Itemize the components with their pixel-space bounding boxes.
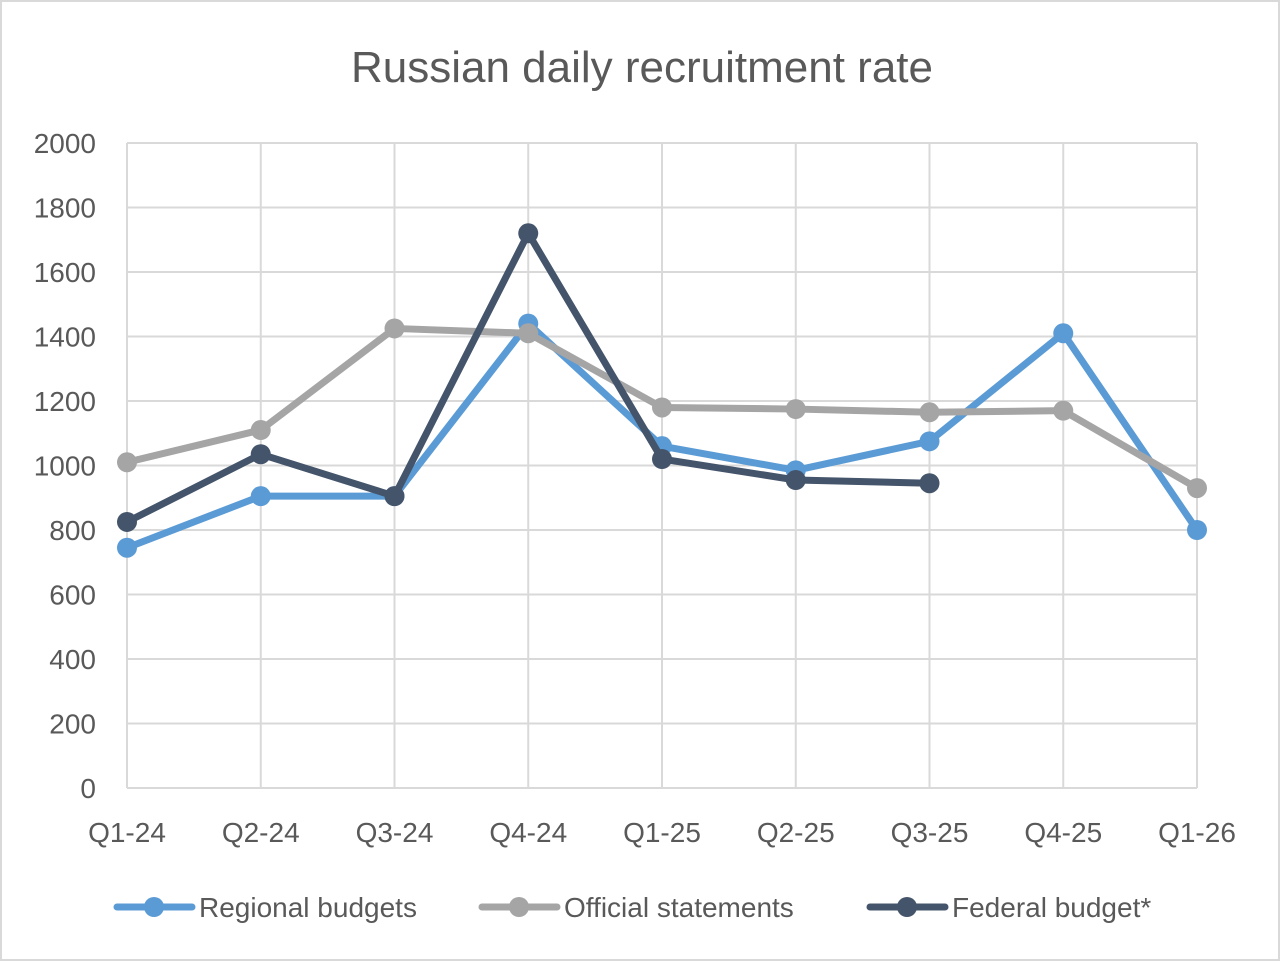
legend-label: Federal budget* bbox=[952, 892, 1151, 923]
y-tick-label: 1600 bbox=[34, 257, 96, 288]
data-point bbox=[1187, 520, 1207, 540]
data-point bbox=[518, 223, 539, 244]
legend-item: Federal budget* bbox=[866, 892, 1151, 923]
data-point bbox=[785, 399, 806, 420]
y-tick-label: 200 bbox=[49, 709, 96, 740]
y-tick-label: 400 bbox=[49, 644, 96, 675]
legend-label: Regional budgets bbox=[199, 892, 417, 923]
data-point bbox=[518, 323, 539, 344]
legend-item: Official statements bbox=[478, 892, 794, 923]
data-point bbox=[250, 420, 271, 441]
legend-label: Official statements bbox=[564, 892, 794, 923]
x-tick-label: Q3-24 bbox=[356, 817, 434, 848]
data-point bbox=[117, 511, 137, 532]
data-point bbox=[785, 470, 806, 491]
y-axis-ticks: 0 200 400 600 800 1000 1200 1400 1600 1800 2000 bbox=[34, 128, 96, 804]
data-point bbox=[919, 431, 940, 452]
legend: Regional budgets Official statements Feder… bbox=[113, 892, 1151, 923]
data-point bbox=[250, 444, 271, 465]
x-tick-label: Q2-24 bbox=[222, 817, 300, 848]
data-point bbox=[117, 452, 137, 473]
y-tick-label: 600 bbox=[49, 580, 96, 611]
data-point bbox=[1187, 478, 1207, 499]
data-point bbox=[384, 318, 405, 339]
legend-item: Regional budgets bbox=[113, 892, 417, 923]
y-tick-label: 1800 bbox=[34, 193, 96, 224]
data-point bbox=[117, 537, 137, 558]
series-official-statements bbox=[117, 318, 1207, 499]
series-lines bbox=[117, 223, 1207, 558]
series-federal-budget bbox=[117, 223, 940, 532]
y-tick-label: 800 bbox=[49, 515, 96, 546]
data-point bbox=[1053, 323, 1074, 344]
x-axis-ticks: Q1-24 Q2-24 Q3-24 Q4-24 Q1-25 Q2-25 Q3-25 Q4-25… bbox=[88, 817, 1236, 848]
data-point bbox=[250, 486, 271, 507]
data-point bbox=[652, 397, 672, 418]
x-tick-label: Q2-25 bbox=[757, 817, 835, 848]
legend-point-marker bbox=[897, 897, 917, 917]
chart-title: Russian daily recruitment rate bbox=[351, 43, 933, 92]
legend-point-marker bbox=[144, 897, 164, 917]
y-tick-label: 0 bbox=[80, 773, 96, 804]
data-point bbox=[1053, 400, 1074, 421]
x-tick-label: Q1-24 bbox=[88, 817, 166, 848]
data-point bbox=[652, 449, 672, 470]
x-tick-label: Q1-26 bbox=[1158, 817, 1236, 848]
data-point bbox=[384, 486, 405, 507]
y-tick-label: 1000 bbox=[34, 451, 96, 482]
data-point bbox=[919, 473, 940, 494]
y-tick-label: 1200 bbox=[34, 386, 96, 417]
x-tick-label: Q3-25 bbox=[891, 817, 969, 848]
y-tick-label: 1400 bbox=[34, 322, 96, 353]
data-point bbox=[919, 402, 940, 423]
x-tick-label: Q1-25 bbox=[623, 817, 701, 848]
x-tick-label: Q4-25 bbox=[1024, 817, 1102, 848]
legend-point-marker bbox=[509, 897, 529, 917]
x-tick-label: Q4-24 bbox=[489, 817, 567, 848]
y-tick-label: 2000 bbox=[34, 128, 96, 159]
